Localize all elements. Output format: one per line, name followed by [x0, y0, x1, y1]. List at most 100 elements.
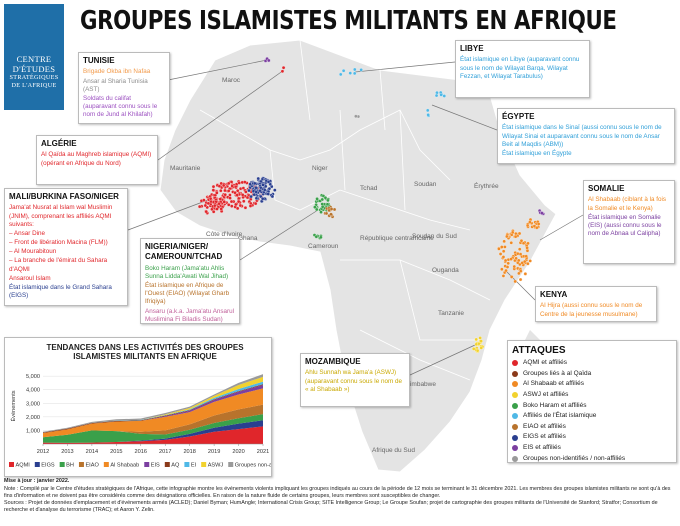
event-dot: [222, 200, 226, 204]
leader-line: [539, 214, 584, 241]
legend-swatch: [78, 462, 84, 467]
group-name: Al Shabaab (ciblant à la fois la Somalie…: [588, 196, 667, 212]
event-dot: [324, 211, 329, 216]
event-dot: [229, 199, 234, 204]
event-dot: [525, 248, 530, 253]
legend-swatch: [59, 462, 65, 467]
event-dot: [348, 71, 352, 75]
event-dot: [227, 203, 231, 207]
group-name: Ansaroul Islam: [9, 274, 51, 282]
event-dot: [280, 69, 285, 74]
event-dot: [518, 252, 523, 256]
x-tick-label: 2020: [232, 449, 244, 455]
legend-label: EIGS: [41, 463, 55, 469]
area: [43, 426, 263, 444]
legend-label: AQMI et affiliés: [523, 359, 567, 366]
box-title: KENYA: [540, 290, 568, 299]
note: Note : Compilé par le Centre d'études st…: [4, 485, 671, 499]
event-dot: [243, 206, 248, 210]
legend-dot: [512, 445, 518, 452]
event-dot: [267, 186, 272, 191]
x-tick-label: 2015: [110, 449, 122, 455]
legend-label: Al Shabaab et affiliés: [523, 380, 584, 388]
event-dot: [513, 279, 517, 284]
event-dot: [479, 339, 483, 343]
event-dot: [474, 337, 478, 342]
country-label: République centrafricaine: [360, 235, 434, 242]
event-dot: [354, 114, 358, 119]
event-dot: [253, 201, 258, 206]
event-dot: [230, 204, 234, 208]
legend-dot: [512, 360, 518, 367]
event-dot: [332, 207, 337, 212]
event-dot: [229, 180, 234, 184]
event-dot: [249, 194, 253, 199]
event-dot: [320, 202, 324, 206]
event-dot: [209, 199, 213, 204]
legend-swatch: [9, 462, 14, 467]
x-tick-label: 2013: [61, 449, 73, 455]
country-label: Mauritanie: [170, 165, 201, 172]
event-dot: [435, 90, 439, 95]
event-dot: [247, 188, 251, 193]
country-box: NIGERIA/NIGER/ CAMEROUN/TCHAD Boko Haram …: [140, 238, 240, 324]
event-dot: [497, 247, 501, 251]
leader-line: [431, 104, 498, 131]
event-dot: [498, 252, 503, 256]
group-name: État islamique dans le Grand Sahara (EIG…: [9, 283, 112, 300]
event-dot: [254, 185, 258, 190]
x-tick-label: 2018: [183, 449, 195, 455]
event-dot: [510, 230, 515, 235]
event-dot: [253, 181, 257, 186]
event-dot: [258, 188, 262, 193]
legend-dot: [512, 434, 518, 441]
event-dot: [223, 192, 227, 197]
legend-swatch: [103, 462, 109, 467]
event-dot: [259, 179, 263, 184]
group-name: Soldats du califat (auparavant connu sou…: [83, 94, 158, 119]
event-dot: [243, 180, 247, 184]
event-dot: [254, 190, 258, 194]
event-dot: [506, 261, 510, 266]
event-dot: [204, 209, 208, 214]
y-tick-label: 4,000: [26, 388, 40, 394]
event-dot: [512, 264, 517, 269]
event-dot: [235, 188, 240, 193]
event-dot: [235, 206, 240, 211]
legend-label: EIS et affiliés: [523, 444, 561, 451]
event-dot: [514, 256, 518, 261]
group-name: État islamique dans le Sinaï (aussi conn…: [502, 124, 662, 148]
event-dot: [341, 69, 346, 73]
event-dot: [503, 258, 508, 263]
legend-label: BH: [66, 463, 74, 469]
event-dot: [319, 235, 323, 240]
page-title: GROUPES ISLAMISTES MILITANTS EN AFRIQUE: [80, 6, 617, 36]
event-dot: [259, 194, 263, 199]
event-dot: [261, 183, 265, 187]
event-dot: [505, 234, 509, 239]
country-box: ALGÉRIE Al Qaïda au Maghreb islamique (AQ…: [36, 135, 158, 185]
event-dot: [505, 265, 510, 269]
footer: Mise à jour : janvier 2022. Note : Compi…: [4, 478, 676, 515]
event-dot: [235, 193, 239, 197]
event-dot: [526, 241, 530, 246]
group-name: Ansaru (a.k.a. Jama'atu Ansarul Muslimin…: [145, 307, 235, 323]
group-name: – Ansar Dine: [9, 229, 46, 237]
event-dot: [500, 245, 504, 249]
event-dot: [532, 224, 537, 228]
event-dot: [352, 71, 357, 76]
event-dot: [252, 192, 256, 197]
area: [43, 404, 263, 438]
event-dot: [245, 195, 250, 200]
event-dot: [227, 181, 231, 186]
event-dot: [263, 184, 268, 189]
logo-line: CENTRE: [16, 54, 52, 64]
logo-line: STRATÉGIQUES: [9, 74, 59, 82]
event-dot: [509, 241, 514, 245]
leader-line: [354, 61, 456, 73]
border: [299, 39, 406, 211]
event-dot: [509, 275, 514, 279]
event-dot: [540, 211, 544, 215]
